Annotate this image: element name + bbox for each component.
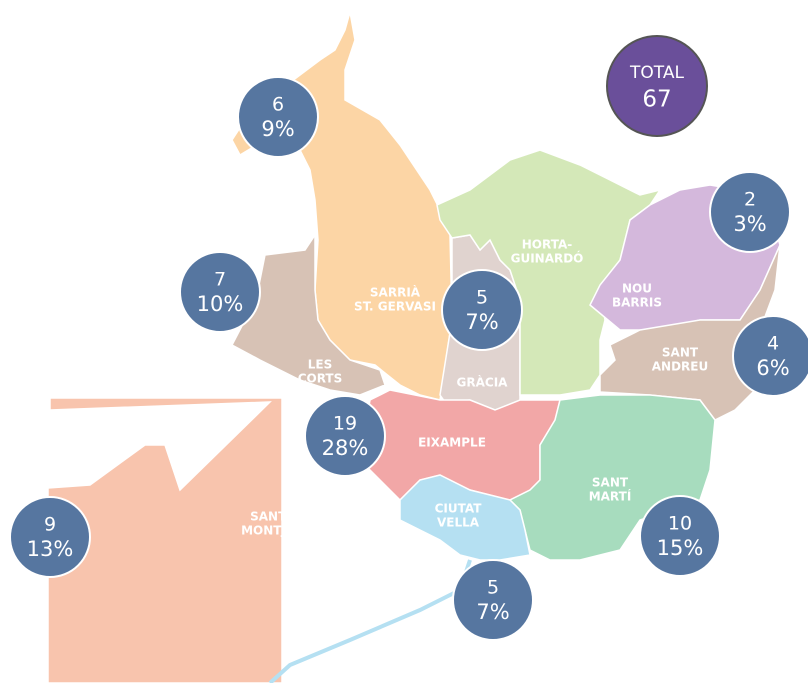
count-bubble — [452, 559, 534, 641]
clipped-label: SANTS-MONTJUÏC — [241, 510, 309, 538]
count-bubble — [732, 315, 808, 397]
count: 2 — [744, 189, 756, 211]
sant-marti-shape — [508, 394, 716, 561]
count-bubble — [709, 171, 791, 253]
district-name: CORTS — [298, 372, 343, 386]
total-value: 67 — [642, 87, 671, 113]
count: 5 — [476, 287, 488, 309]
les-corts-shape — [230, 232, 386, 396]
share: 3% — [733, 212, 766, 236]
district-name: LES — [308, 358, 333, 372]
count-bubble — [441, 269, 523, 351]
district-name: GUINARDÓ — [511, 251, 584, 266]
district-name: BARRIS — [612, 296, 662, 310]
district-name: SARRIÀ — [370, 285, 421, 300]
district-name: MONTJUÏC — [241, 523, 309, 538]
share: 10% — [197, 292, 244, 316]
district-name: VELLA — [437, 516, 480, 530]
count: 5 — [487, 577, 499, 599]
share: 9% — [261, 117, 294, 141]
share: 28% — [322, 436, 369, 460]
horta-shape — [436, 149, 662, 396]
count-bubble — [237, 76, 319, 158]
district-name: ANDREU — [652, 360, 708, 374]
share: 13% — [27, 537, 74, 561]
share: 6% — [756, 356, 789, 380]
district-name: HORTA- — [522, 238, 572, 252]
ciutat-vella-shape — [399, 474, 531, 561]
count-bubble — [639, 495, 721, 577]
district-name: ST. GERVASI — [354, 300, 436, 314]
count: 10 — [668, 513, 692, 535]
count-bubble — [179, 251, 261, 333]
district-name: MARTÍ — [589, 489, 632, 504]
count-bubble — [304, 395, 386, 477]
district-name: SANT — [662, 346, 699, 360]
share: 7% — [465, 310, 498, 334]
sants-shape — [47, 397, 283, 683]
count: 19 — [333, 413, 357, 435]
district-name: NOU — [622, 282, 652, 296]
district-name: EIXAMPLE — [418, 436, 486, 450]
total-label: TOTAL — [629, 63, 684, 83]
port-line — [268, 559, 472, 683]
share: 7% — [476, 600, 509, 624]
count: 7 — [214, 269, 226, 291]
count: 6 — [272, 94, 284, 116]
district-name: SANT — [592, 476, 629, 490]
share: 15% — [657, 536, 704, 560]
total-bubble — [606, 35, 708, 137]
count: 9 — [44, 514, 56, 536]
district-name: SANTS- — [250, 510, 300, 524]
count: 4 — [767, 333, 779, 355]
district-name: CIUTAT — [435, 502, 483, 516]
count-bubble — [9, 496, 91, 578]
district-name: GRÀCIA — [457, 375, 509, 390]
